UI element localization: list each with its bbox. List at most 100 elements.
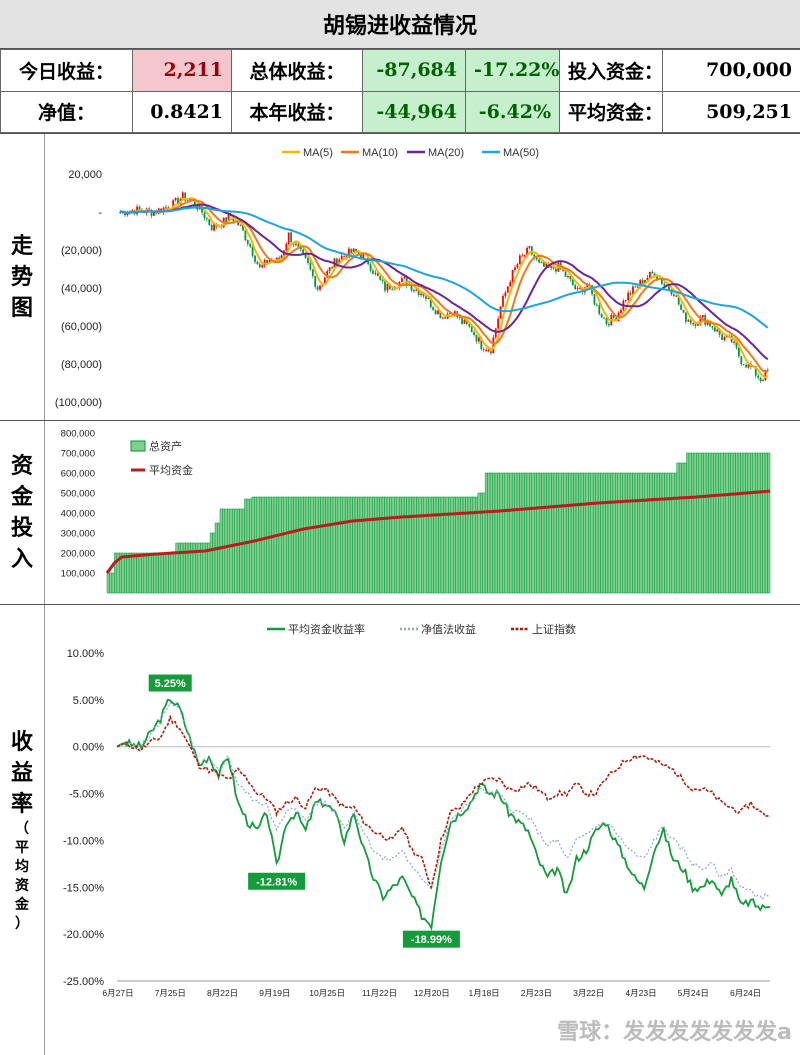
asset-bar	[679, 463, 681, 593]
asset-bar	[394, 497, 396, 593]
asset-bar	[129, 553, 131, 593]
candle-body	[497, 319, 499, 329]
candle-body	[247, 240, 249, 244]
candle-body	[714, 327, 716, 331]
candle-body	[244, 230, 246, 240]
asset-bar	[274, 497, 276, 593]
asset-bar	[714, 453, 716, 593]
asset-bar	[620, 473, 622, 593]
legend-ma-20-label: MA(20)	[428, 147, 464, 159]
candle-body	[683, 310, 685, 313]
asset-bar	[490, 473, 492, 593]
asset-bar	[667, 473, 669, 593]
candle-body	[625, 300, 627, 301]
asset-bar	[220, 509, 222, 593]
candle-body	[745, 365, 747, 368]
asset-bar	[434, 497, 436, 593]
asset-bar	[532, 473, 534, 593]
asset-bar	[213, 533, 215, 593]
candle-body	[208, 219, 210, 225]
x-tick-label: 7月25日	[155, 988, 186, 998]
asset-bar	[723, 453, 725, 593]
asset-bar	[765, 453, 767, 593]
asset-bar	[416, 497, 418, 593]
candle-body	[740, 356, 742, 364]
y-tick-label: 0.00%	[73, 742, 104, 754]
asset-bar	[687, 453, 689, 593]
asset-bar	[522, 473, 524, 593]
candle-body	[567, 276, 569, 277]
series-line-0	[117, 700, 770, 929]
asset-bar	[357, 497, 359, 593]
asset-bar	[230, 509, 232, 593]
ma-line-5	[120, 198, 768, 377]
asset-bar	[254, 497, 256, 593]
trend-label-char: 图	[11, 293, 33, 324]
asset-bar	[350, 497, 352, 593]
today-label: 今日收益：	[1, 50, 133, 92]
asset-bar	[628, 473, 630, 593]
asset-bar	[721, 453, 723, 593]
asset-bar	[515, 473, 517, 593]
asset-bar	[583, 473, 585, 593]
asset-bar	[706, 453, 708, 593]
asset-bar	[537, 473, 539, 593]
asset-bar	[242, 509, 244, 593]
asset-bar	[566, 473, 568, 593]
asset-bar	[296, 497, 298, 593]
candle-body	[531, 246, 533, 254]
asset-bar	[272, 497, 274, 593]
asset-bar	[441, 497, 443, 593]
asset-bar	[512, 473, 514, 593]
asset-bar	[591, 473, 593, 593]
asset-bar	[139, 553, 141, 593]
asset-bar	[127, 553, 129, 593]
asset-bar	[355, 497, 357, 593]
asset-bar	[404, 497, 406, 593]
x-tick-label: 9月19日	[259, 988, 290, 998]
asset-bar	[544, 473, 546, 593]
asset-bar	[446, 497, 448, 593]
asset-bar	[154, 553, 156, 593]
invest-value: 700,000	[663, 50, 800, 92]
asset-bar	[500, 473, 502, 593]
asset-bar	[669, 473, 671, 593]
asset-bar	[758, 453, 760, 593]
asset-bar	[146, 553, 148, 593]
asset-bar	[264, 497, 266, 593]
candle-body	[514, 267, 516, 269]
asset-bar	[547, 473, 549, 593]
candle-body	[319, 286, 321, 290]
candle-body	[206, 218, 208, 219]
legend-ma-10-label: MA(10)	[362, 147, 398, 159]
x-tick-label: 12月20日	[414, 988, 450, 998]
asset-bar	[728, 453, 730, 593]
asset-bar	[240, 509, 242, 593]
asset-bar	[694, 453, 696, 593]
capital-label-char: 投	[11, 513, 33, 544]
candle-body	[702, 315, 704, 317]
asset-bar	[748, 453, 750, 593]
asset-bar	[652, 473, 654, 593]
returns-label-char: 率	[11, 789, 33, 820]
y-tick-label: 600,000	[61, 469, 95, 480]
trend-label-char: 势	[11, 262, 33, 293]
candle-body	[601, 314, 603, 318]
candle-body	[401, 278, 403, 282]
asset-bar	[328, 497, 330, 593]
returns-sub-char: 资	[15, 877, 29, 896]
asset-bar	[367, 497, 369, 593]
x-tick-label: 4月23日	[625, 988, 656, 998]
candle-body	[403, 277, 405, 278]
asset-bar	[731, 453, 733, 593]
candle-body	[733, 342, 735, 343]
year-value: -44,964	[363, 91, 466, 133]
x-tick-label: 8月22日	[207, 988, 238, 998]
asset-bar	[235, 509, 237, 593]
asset-bar	[745, 453, 747, 593]
candle-body	[437, 311, 439, 315]
asset-bar	[750, 453, 752, 593]
asset-bar	[276, 497, 278, 593]
asset-bar	[493, 473, 495, 593]
candle-body	[577, 288, 579, 289]
